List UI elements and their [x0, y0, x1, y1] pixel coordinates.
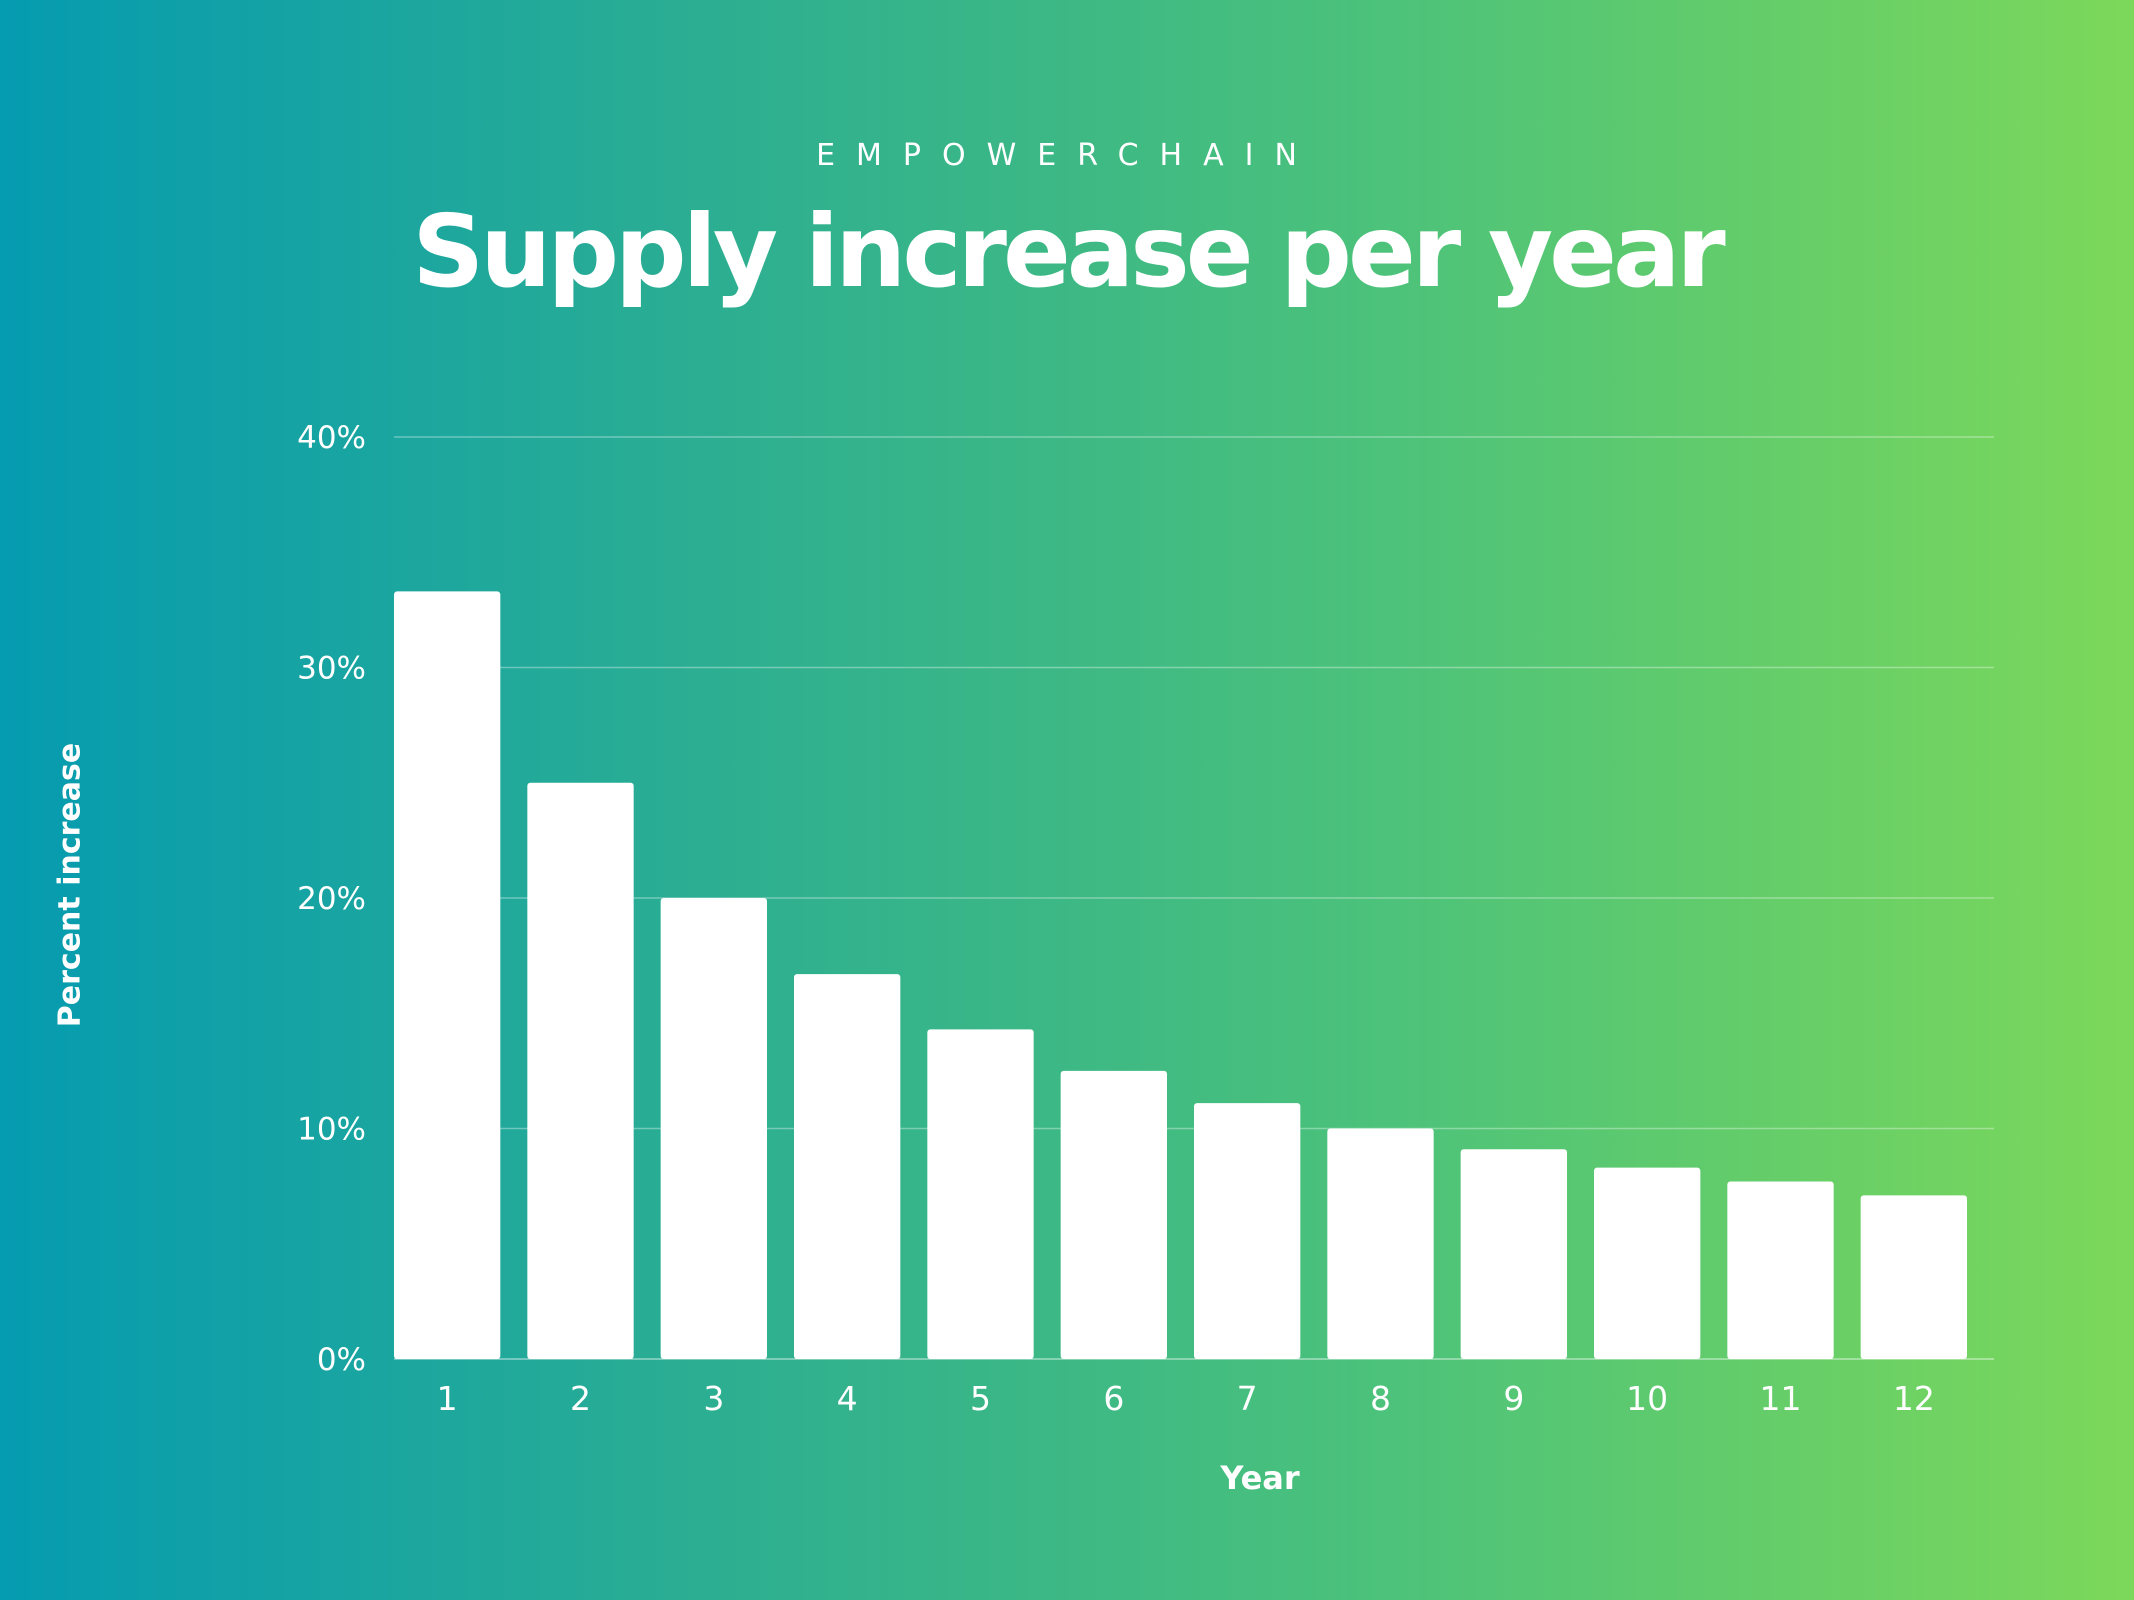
x-tick-label: 8	[1370, 1379, 1391, 1418]
bar	[1460, 1149, 1567, 1359]
x-tick-label: 12	[1893, 1379, 1935, 1418]
brand-name: EMPOWERCHAIN	[816, 138, 1318, 173]
bar	[1860, 1195, 1967, 1359]
bar	[660, 898, 767, 1359]
y-tick-label: 0%	[317, 1342, 366, 1378]
bar	[794, 974, 901, 1359]
x-tick-label: 11	[1760, 1379, 1802, 1418]
bar	[527, 782, 634, 1359]
bar	[1194, 1103, 1301, 1359]
y-tick-label: 40%	[297, 420, 366, 456]
x-tick-label: 10	[1626, 1379, 1668, 1418]
x-tick-label: 5	[970, 1379, 991, 1418]
y-tick-label: 10%	[297, 1112, 366, 1148]
bar	[1594, 1167, 1701, 1359]
y-tick-label: 20%	[297, 881, 366, 917]
bar	[1327, 1128, 1434, 1359]
x-tick-label: 2	[570, 1379, 591, 1418]
bars	[394, 591, 1967, 1359]
x-tick-label: 9	[1503, 1379, 1524, 1418]
x-tick-label: 4	[837, 1379, 858, 1418]
y-axis-title: Percent increase	[52, 742, 88, 1028]
bar	[927, 1029, 1034, 1359]
x-tick-label: 1	[437, 1379, 458, 1418]
bar	[394, 591, 501, 1359]
x-tick-label: 3	[703, 1379, 724, 1418]
bar	[1060, 1070, 1167, 1359]
x-axis-ticks: 1 2 3 4 5 6 7 8 9 10 11 12	[437, 1379, 1935, 1418]
x-tick-label: 6	[1103, 1379, 1124, 1418]
y-tick-label: 30%	[297, 651, 366, 687]
x-axis-title: Year	[1220, 1459, 1300, 1497]
chart-title: Supply increase per year	[412, 193, 1726, 310]
y-axis-ticks: 0% 10% 20% 30% 40%	[297, 420, 366, 1378]
bar	[1727, 1181, 1834, 1359]
x-tick-label: 7	[1237, 1379, 1258, 1418]
